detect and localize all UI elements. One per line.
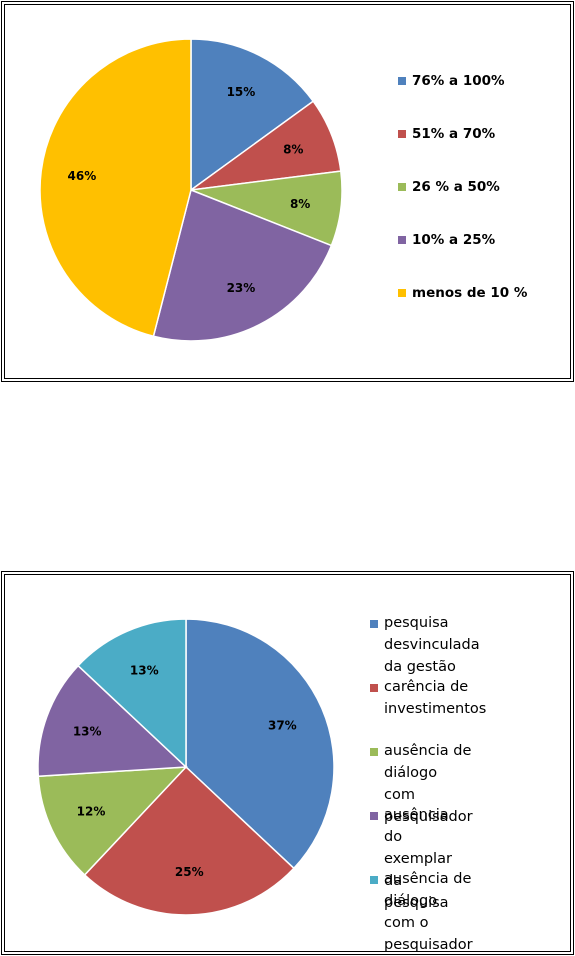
legend-item: pesquisa desvinculada da gestão: [370, 612, 480, 678]
legend-item: carência de investimentos: [370, 676, 486, 720]
pie-chart-2-svg: 37% 25% 12% 13% 13%: [37, 618, 335, 916]
pie-slice-label: 8%: [290, 197, 310, 211]
legend-label: ausência do exemplar da pesquisa: [384, 807, 452, 911]
legend-label: 51% a 70%: [412, 126, 496, 142]
legend-item: menos de 10 %: [398, 284, 527, 302]
legend-label: ausência de diálogo com pesquisador: [384, 743, 473, 825]
pie-slice-label: 23%: [227, 281, 256, 295]
legend-item: 26 % a 50%: [398, 178, 500, 196]
legend-swatch: [398, 77, 406, 85]
legend-item: ausência do exemplar da pesquisa: [370, 804, 452, 914]
pie-slice: [152, 188, 333, 342]
pie-slice-label: 37%: [268, 718, 297, 732]
legend-swatch: [398, 183, 406, 191]
legend-swatch: [370, 748, 378, 756]
legend-label: ausência de diálogo com o pesquisador: [384, 871, 473, 953]
legend-item: ausência de diálogo com pesquisador: [370, 740, 473, 828]
pie-chart-1-svg: 15% 8% 8% 23% 46%: [39, 38, 343, 342]
pie-chart-percentage-ranges: 15% 8% 8% 23% 46% 76% a 100% 51% a 70% 26 % a …: [1, 1, 574, 382]
pie-slice: [39, 38, 192, 338]
legend-label: 76% a 100%: [412, 73, 505, 89]
legend-swatch: [370, 620, 378, 628]
legend-item: 51% a 70%: [398, 125, 495, 143]
legend-label: menos de 10 %: [412, 285, 528, 301]
pie-slice-label: 15%: [227, 85, 256, 99]
pie-slice: [37, 664, 188, 778]
legend-item: ausência de diálogo com o pesquisador: [370, 868, 473, 956]
pie-slice: [190, 38, 315, 192]
legend-label: carência de investimentos: [384, 679, 487, 717]
pie-slice: [185, 618, 335, 870]
legend-swatch: [398, 236, 406, 244]
legend-swatch: [370, 684, 378, 692]
pie-slice: [77, 618, 187, 769]
legend-swatch: [398, 130, 406, 138]
legend-swatch: [370, 876, 378, 884]
legend-item: 76% a 100%: [398, 72, 505, 90]
legend-swatch: [398, 289, 406, 297]
legend-label: 10% a 25%: [412, 232, 496, 248]
pie-slice-label: 46%: [68, 169, 97, 183]
pie-slice-label: 25%: [175, 865, 204, 879]
pie-slice-label: 13%: [130, 664, 159, 678]
legend-label: 26 % a 50%: [412, 179, 500, 195]
pie-slice-label: 8%: [283, 143, 303, 157]
pie-chart-problems: 37% 25% 12% 13% 13% pesquisa desvinculada da…: [1, 571, 574, 955]
pie-slice: [37, 766, 188, 876]
legend-swatch: [370, 812, 378, 820]
legend-item: 10% a 25%: [398, 231, 495, 249]
pie-slice: [83, 765, 295, 916]
pie-slice-label: 12%: [77, 805, 106, 819]
legend-label: pesquisa desvinculada da gestão: [384, 615, 480, 675]
pie-slice-label: 13%: [73, 724, 102, 738]
